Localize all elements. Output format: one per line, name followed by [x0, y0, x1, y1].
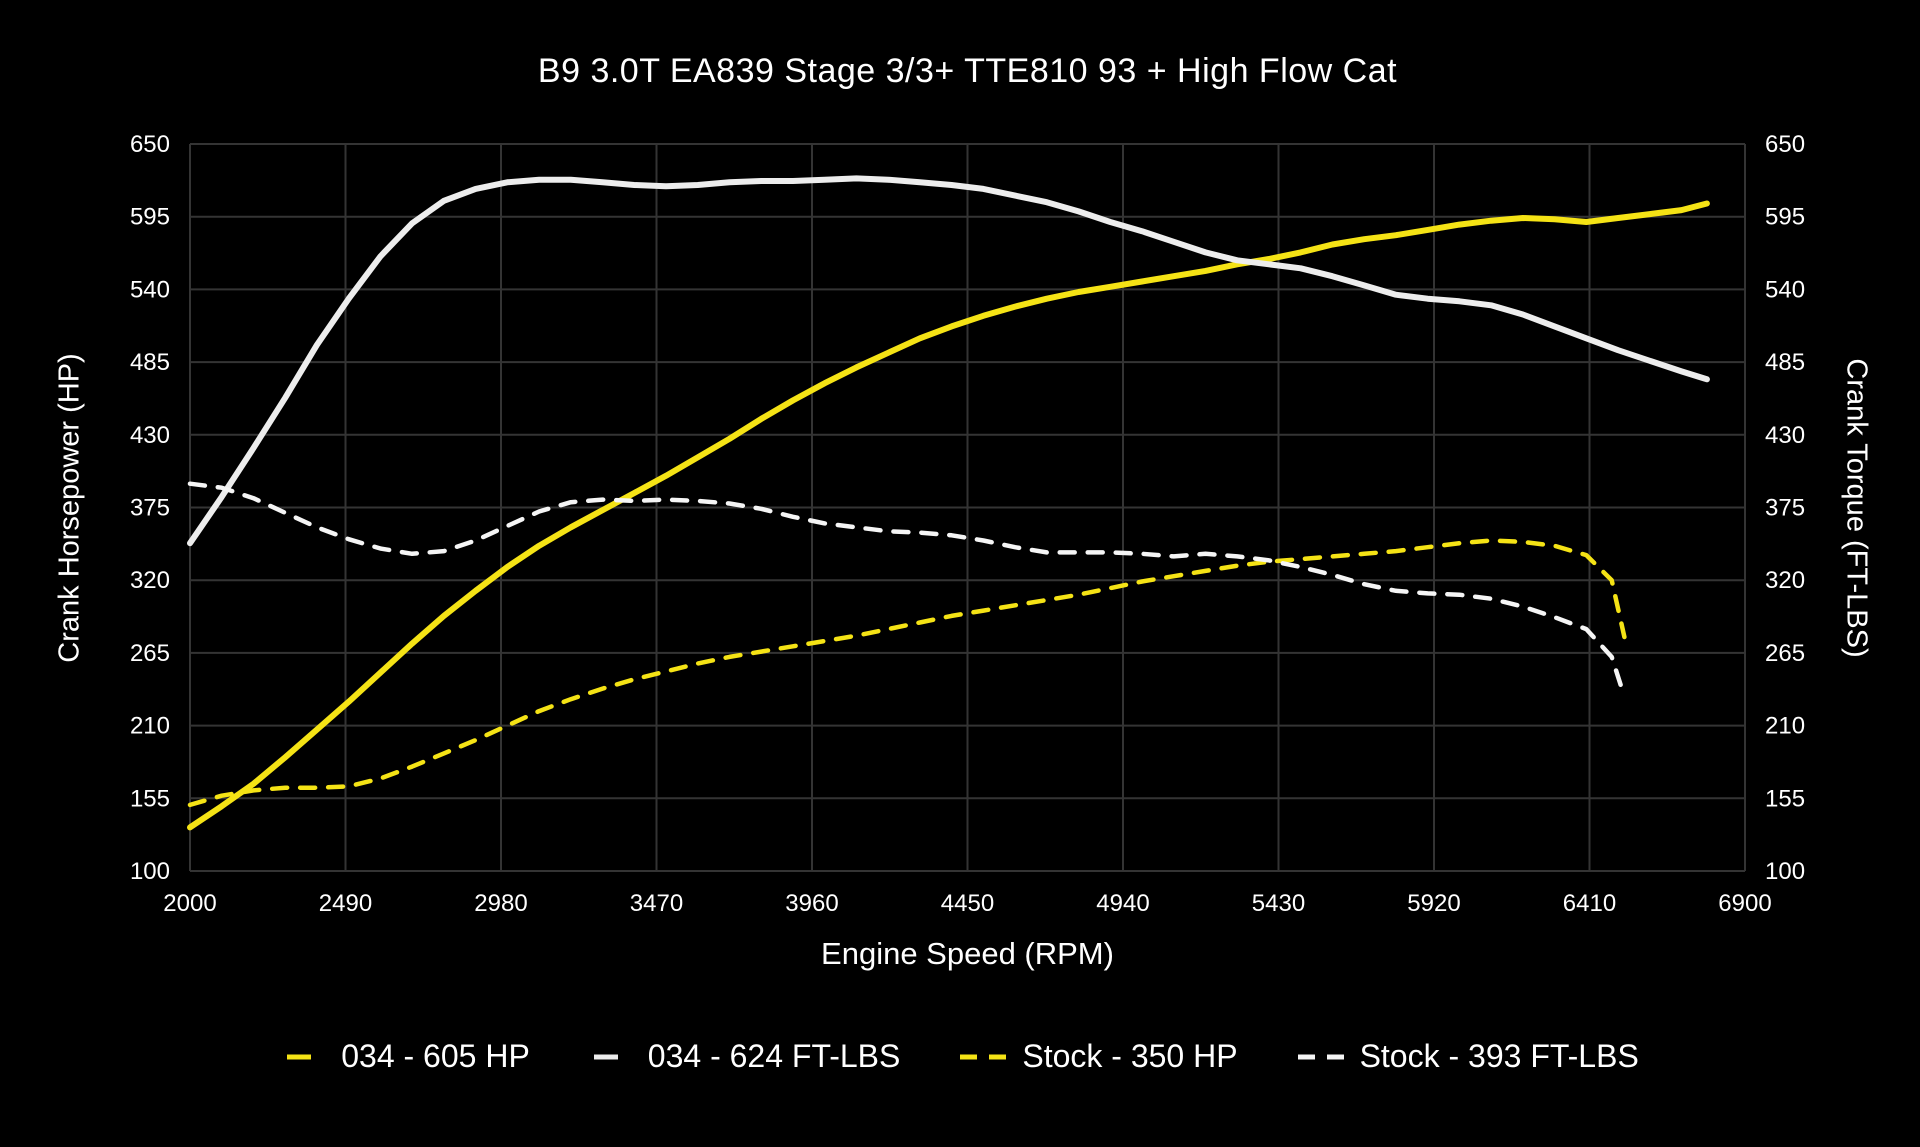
y-tick-label-left: 320: [130, 567, 170, 594]
y-tick-label-left: 595: [130, 204, 170, 231]
y-tick-label-right: 320: [1765, 567, 1805, 594]
chart-title: B9 3.0T EA839 Stage 3/3+ TTE810 93 + Hig…: [537, 52, 1398, 90]
y-tick-label-right: 210: [1765, 713, 1805, 740]
x-tick-label: 3960: [785, 890, 838, 917]
x-tick-label: 2980: [474, 890, 527, 917]
x-tick-label: 4450: [941, 890, 994, 917]
y-tick-label-right: 485: [1765, 349, 1805, 376]
legend-label: 034 - 624 FT-LBS: [647, 1038, 901, 1074]
x-tick-label: 2000: [163, 890, 216, 917]
dyno-chart-plot: 2000 2490 2980 3470 3960 4450 4940 5430 5920 6410…: [130, 131, 1805, 917]
y-axis-label-left: Crank Horsepower (HP): [53, 353, 86, 663]
y-tick-label-right: 540: [1765, 276, 1805, 303]
y-tick-label-left: 100: [130, 858, 170, 885]
y-tick-label-left: 210: [130, 713, 170, 740]
y-tick-label-right: 650: [1765, 131, 1805, 158]
y-tick-label-left: 540: [130, 276, 170, 303]
y-tick-label-right: 155: [1765, 785, 1805, 812]
legend-item-stock-hp: Stock - 350 HP: [958, 1038, 1238, 1075]
y-tick-label-left: 155: [130, 785, 170, 812]
legend-label: 034 - 605 HP: [341, 1038, 530, 1074]
x-tick-label: 6900: [1718, 890, 1771, 917]
y-tick-label-left: 430: [130, 422, 170, 449]
y-tick-label-left: 650: [130, 131, 170, 158]
series-line-1: [187, 175, 1710, 547]
series-line-2: [187, 538, 1627, 808]
x-tick-label: 5430: [1252, 890, 1305, 917]
legend-line-sample-dashed-yellow: [960, 1054, 1007, 1059]
x-tick-label: 6410: [1563, 890, 1616, 917]
legend-line-sample-dashed-white: [1297, 1054, 1344, 1059]
y-tick-label-right: 595: [1765, 204, 1805, 231]
y-tick-label-left: 485: [130, 349, 170, 376]
chart-legend: 034 - 605 HP 034 - 624 FT-LBS Stock - 35…: [0, 1038, 1920, 1075]
y-tick-label-right: 265: [1765, 640, 1805, 667]
series-line-3: [187, 481, 1627, 699]
y-tick-label-right: 375: [1765, 495, 1805, 522]
x-tick-label: 3470: [630, 890, 683, 917]
legend-line-sample-solid-yellow: [287, 1054, 312, 1059]
y-tick-label-left: 265: [130, 640, 170, 667]
y-axis-label-right: Crank Torque (FT-LBS): [1840, 358, 1873, 658]
y-tick-label-right: 100: [1765, 858, 1805, 885]
y-tick-label-left: 375: [130, 495, 170, 522]
y-tick-label-right: 430: [1765, 422, 1805, 449]
legend-item-034-torque: 034 - 624 FT-LBS: [588, 1038, 901, 1075]
series-line-0: [187, 200, 1710, 831]
legend-item-stock-torque: Stock - 393 FT-LBS: [1296, 1038, 1639, 1075]
x-tick-label: 5920: [1407, 890, 1460, 917]
x-tick-label: 2490: [319, 890, 372, 917]
legend-label: Stock - 350 HP: [1022, 1038, 1238, 1074]
x-tick-label: 4940: [1096, 890, 1149, 917]
legend-line-sample-solid-white: [593, 1054, 618, 1059]
legend-label: Stock - 393 FT-LBS: [1359, 1038, 1639, 1074]
legend-item-034-hp: 034 - 605 HP: [281, 1038, 530, 1075]
x-axis-label: Engine Speed (RPM): [821, 936, 1114, 971]
